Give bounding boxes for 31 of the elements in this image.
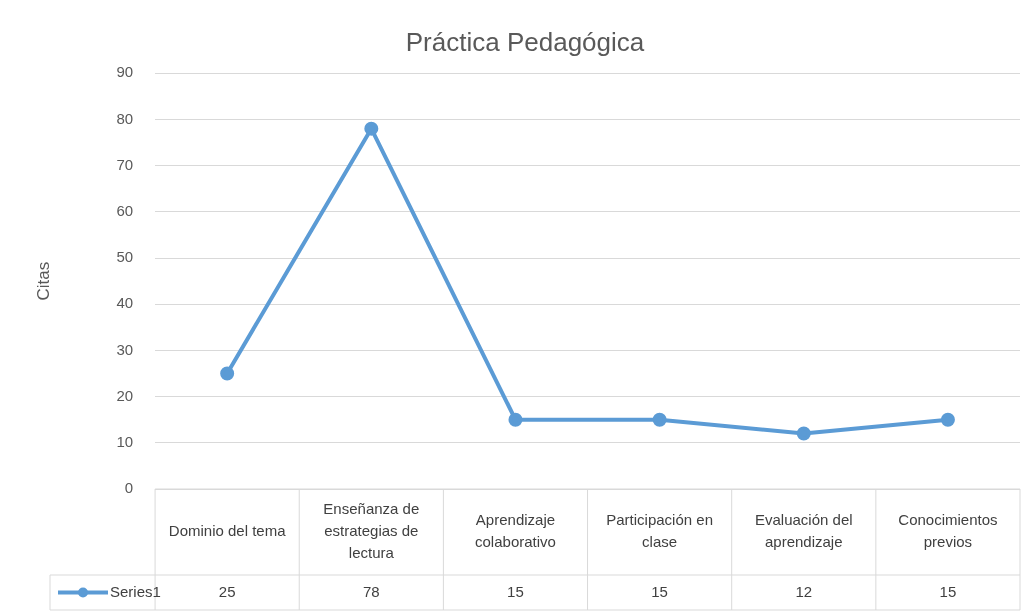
y-tick-label: 70 bbox=[116, 155, 134, 173]
x-tick-label: Aprendizaje colaborativo bbox=[475, 511, 556, 551]
x-tick-label: Conocimientos previos bbox=[898, 511, 998, 551]
y-tick-label: 40 bbox=[116, 294, 134, 312]
point bbox=[508, 412, 523, 427]
data-label: 15 bbox=[651, 582, 668, 600]
point bbox=[364, 121, 379, 136]
y-tick-label: 10 bbox=[116, 432, 134, 450]
point bbox=[940, 412, 955, 427]
y-tick-label: 60 bbox=[116, 201, 134, 219]
data-label: 15 bbox=[507, 582, 524, 600]
x-tick-label: Enseñanza de estrategias de lectura bbox=[323, 500, 420, 562]
y-axis-title: Citas bbox=[33, 261, 53, 301]
y-tick-label: 90 bbox=[116, 63, 134, 81]
y-tick-label: 20 bbox=[116, 386, 134, 404]
chart-title: Práctica Pedagógica bbox=[405, 26, 645, 57]
legend-label: Series1 bbox=[110, 582, 161, 600]
point bbox=[652, 412, 667, 427]
x-tick-label: Dominio del tema bbox=[168, 522, 287, 540]
y-tick-label: 30 bbox=[116, 340, 134, 358]
data-label: 25 bbox=[218, 582, 236, 600]
data-label: 12 bbox=[795, 582, 813, 600]
x-tick-label: Participación en clase bbox=[606, 511, 713, 551]
y-tick-label: 80 bbox=[116, 109, 134, 127]
x-tick-label: Evaluación del aprendizaje bbox=[754, 511, 853, 551]
point bbox=[220, 366, 235, 381]
y-tick-label: 50 bbox=[116, 248, 134, 266]
data-label: 15 bbox=[939, 582, 957, 600]
point bbox=[796, 426, 811, 441]
data-label: 78 bbox=[362, 582, 380, 600]
y-tick-label: 0 bbox=[124, 479, 134, 497]
